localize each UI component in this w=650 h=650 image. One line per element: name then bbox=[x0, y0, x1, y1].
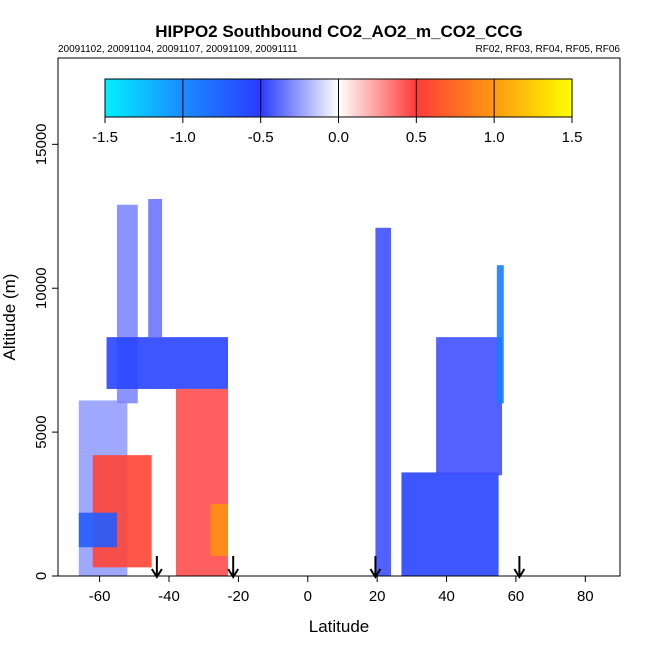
chart-title: HIPPO2 Southbound CO2_AO2_m_CO2_CCG bbox=[155, 22, 522, 41]
x-tick-label: 60 bbox=[508, 588, 525, 605]
y-tick-label: 0 bbox=[33, 572, 50, 580]
colorbar: -1.5 -1.0 -0.5 0.0 0.5 1.0 1.5 bbox=[92, 78, 583, 146]
flight-arrows bbox=[151, 556, 526, 579]
x-tick-label: 40 bbox=[438, 588, 455, 605]
colorbar-tick-label: 1.5 bbox=[562, 129, 583, 146]
x-tick-label: 80 bbox=[577, 588, 594, 605]
x-axis-label: Latitude bbox=[309, 617, 370, 636]
down-arrow-icon bbox=[151, 556, 163, 579]
y-axis-label: Altitude (m) bbox=[0, 274, 19, 361]
colorbar-tick-label: 0.5 bbox=[406, 129, 427, 146]
x-axis: -60 -40 -20 0 20 40 60 80 bbox=[89, 575, 594, 605]
down-arrow-icon bbox=[227, 556, 240, 579]
y-tick-label: 10000 bbox=[33, 267, 50, 309]
heatmap-cell-northern-mid bbox=[436, 337, 503, 476]
down-arrow-icon bbox=[369, 556, 382, 579]
heatmap-cell-tropical-column bbox=[375, 227, 392, 576]
colorbar-tick-label: 1.0 bbox=[484, 129, 505, 146]
heatmap-layer bbox=[78, 199, 504, 576]
colorbar-tick-label: -1.5 bbox=[92, 129, 118, 146]
y-tick-label: 15000 bbox=[33, 123, 50, 165]
chart-subtitle-flights: RF02, RF03, RF04, RF05, RF06 bbox=[476, 44, 621, 55]
heatmap-cell-southern-red-core bbox=[92, 455, 152, 568]
x-tick-label: -60 bbox=[89, 588, 111, 605]
x-tick-label: 20 bbox=[369, 588, 386, 605]
x-tick-label: -40 bbox=[158, 588, 180, 605]
heatmap-cell-northern-low bbox=[401, 472, 499, 576]
y-axis: 0 5000 10000 15000 bbox=[33, 123, 58, 580]
y-tick-label: 5000 bbox=[33, 415, 50, 448]
chart-subtitle-dates: 20091102, 20091104, 20091107, 20091109, … bbox=[58, 44, 298, 55]
heatmap-cell-midlat-red-core bbox=[210, 504, 228, 556]
heatmap-cell-southern-blue-band bbox=[78, 512, 117, 548]
x-tick-label: 0 bbox=[304, 588, 312, 605]
heatmap-cell-southern-top-cap bbox=[148, 199, 163, 338]
colorbar-tick-label: 0.0 bbox=[328, 129, 349, 146]
down-arrow-icon bbox=[513, 556, 526, 579]
colorbar-tick-label: -0.5 bbox=[248, 129, 274, 146]
x-tick-label: -20 bbox=[228, 588, 250, 605]
colorbar-tick-label: -1.0 bbox=[170, 129, 196, 146]
heatmap-cell-southern-upper-band bbox=[106, 337, 228, 389]
heatmap-cell-northern-high-column bbox=[496, 265, 504, 404]
